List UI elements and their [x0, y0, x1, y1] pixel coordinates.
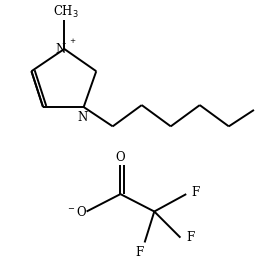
Text: F: F [186, 231, 194, 244]
Text: CH$_3$: CH$_3$ [53, 4, 79, 20]
Text: $^+$: $^+$ [68, 38, 77, 48]
Text: N: N [78, 111, 88, 124]
Text: O: O [116, 151, 125, 164]
Text: N: N [55, 43, 66, 57]
Text: $^-$O: $^-$O [66, 205, 88, 220]
Text: F: F [136, 246, 144, 259]
Text: F: F [192, 186, 200, 199]
